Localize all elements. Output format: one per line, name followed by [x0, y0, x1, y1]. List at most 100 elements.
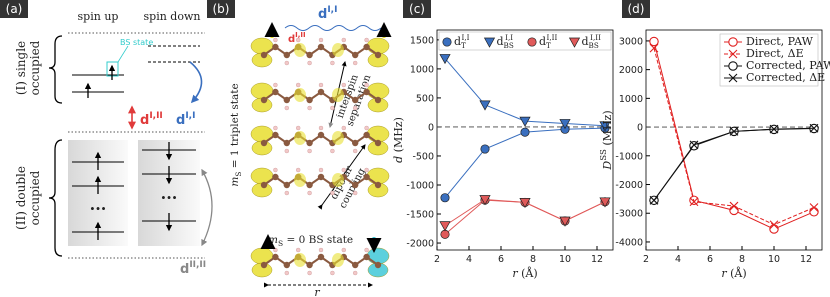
text-part: Direct, PAW: [746, 35, 814, 48]
atom: [283, 181, 290, 189]
group-label: (I) singleoccupied: [14, 40, 42, 95]
marker: [480, 144, 490, 154]
text-part: Corrected, ΔE: [746, 71, 825, 84]
coupling-label: dI,I: [176, 111, 195, 128]
distance-label: r: [314, 286, 320, 297]
hydrogen: [296, 37, 301, 43]
legend-marker: [728, 49, 738, 59]
panel-labels: (a) (b) (c) (d): [0, 0, 650, 18]
text-part: D: [601, 161, 614, 171]
orbital-lobe: [366, 167, 390, 185]
legend-marker: [728, 61, 738, 71]
hydrogen: [364, 37, 369, 43]
x-tick-label: 12: [591, 254, 603, 265]
atom: [374, 261, 382, 269]
marker: [649, 43, 659, 53]
atom: [283, 96, 290, 104]
atom: [317, 131, 325, 139]
orbital-lobe: [332, 131, 344, 145]
hydrogen: [353, 270, 358, 276]
superscript: I,I: [505, 33, 513, 42]
text-part: (Å): [518, 266, 538, 280]
atom: [306, 96, 313, 104]
marker: [479, 195, 491, 206]
y-tick-label: -500: [412, 151, 434, 162]
hydrogen: [284, 148, 289, 154]
coupling-label: dI,II: [140, 111, 163, 128]
hydrogen: [273, 37, 278, 43]
atom: [306, 51, 313, 59]
x-tick-label: 2: [434, 254, 440, 265]
legend-marker: [728, 37, 738, 47]
atom: [317, 88, 325, 96]
hydrogen: [318, 82, 324, 88]
coupling-label: dI,I: [318, 5, 337, 22]
x-tick-label: 4: [675, 254, 681, 265]
hydrogen: [296, 82, 301, 88]
atom: [272, 131, 279, 139]
panel-a: spin up spin down (I) singleoccupied (II…: [14, 10, 213, 277]
y-tick-label: 1500: [410, 35, 434, 46]
atom: [352, 139, 359, 147]
y-tick-label: -4000: [615, 237, 643, 248]
x-tick-label: 8: [530, 254, 536, 265]
atom: [283, 261, 290, 269]
text-part: Direct, ΔE: [746, 47, 804, 60]
y-tick-label: -1000: [406, 180, 434, 191]
legend-marker: [728, 73, 738, 83]
atom: [363, 131, 370, 139]
legend-marker: [568, 37, 581, 48]
hydrogen: [341, 125, 346, 131]
orbital-lobe: [294, 43, 306, 57]
superscript: SS: [599, 149, 609, 161]
legend-marker: [442, 37, 452, 47]
atom: [352, 181, 359, 189]
hydrogen: [341, 167, 346, 173]
text-part: d: [454, 35, 461, 48]
hydrogen: [273, 125, 278, 131]
hydrogen: [273, 247, 278, 253]
legend-marker: [527, 37, 537, 47]
label-box: [207, 0, 235, 18]
legend: dTI,I dBSI,I dTI,II dBSI,II: [438, 31, 612, 51]
legend-label: dTI,I: [454, 33, 470, 50]
hydrogen: [353, 60, 358, 66]
y-axis-label: d (MHz): [392, 117, 405, 163]
y-tick-label: 2000: [619, 65, 643, 76]
superscript: I,II: [547, 33, 558, 42]
marker: [439, 221, 451, 232]
marker: [689, 197, 699, 207]
atom: [306, 139, 313, 147]
column-label: spin down: [144, 10, 201, 23]
hydrogen: [296, 167, 301, 173]
y-tick-label: 500: [416, 93, 434, 104]
atom: [272, 88, 279, 96]
y-tick-label: 3000: [619, 36, 643, 47]
hydrogen: [341, 82, 346, 88]
atom: [317, 43, 325, 51]
x-tick-label: 10: [559, 254, 571, 265]
marker: [649, 36, 659, 47]
atom: [363, 253, 370, 261]
hydrogen: [353, 190, 358, 196]
marker: [599, 121, 611, 132]
wave: [284, 25, 382, 31]
panel-label: (b): [213, 2, 230, 16]
subscript: T: [461, 41, 466, 50]
hydrogen: [307, 105, 312, 111]
marker: [769, 224, 779, 234]
legend-label: Corrected, ΔE: [746, 71, 825, 84]
hydrogen: [318, 125, 324, 131]
atom: [374, 51, 382, 59]
marker: [479, 100, 491, 111]
label-box: [622, 0, 650, 18]
y-tick-label: -2000: [615, 180, 643, 191]
text-part: d: [497, 35, 504, 48]
orbital-lobe: [332, 253, 344, 267]
hydrogen: [318, 167, 324, 173]
column-label: spin up: [78, 10, 119, 23]
panel-b: dI,I dI,II mS = 1 triplet state interspi…: [229, 5, 392, 297]
brace: [48, 139, 63, 257]
atom: [363, 173, 370, 181]
